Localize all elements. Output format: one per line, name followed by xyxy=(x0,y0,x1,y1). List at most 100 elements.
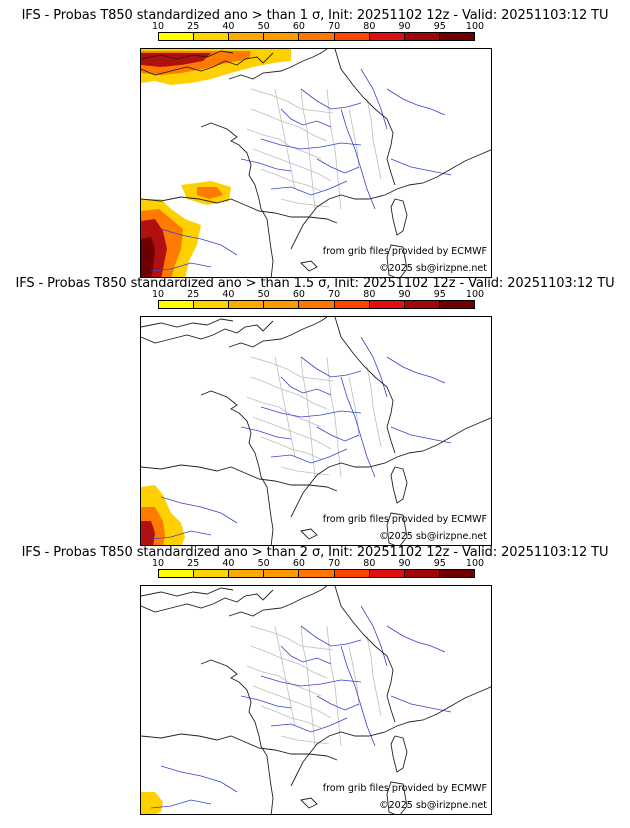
map-frame: from grib files provided by ECMWF ©2025 … xyxy=(140,585,492,815)
probability-area xyxy=(141,53,211,67)
colorbar-tick-label: 100 xyxy=(465,289,485,300)
colorbar-tick-label: 10 xyxy=(151,289,165,300)
colorbar-tick-label: 95 xyxy=(433,21,446,32)
coastline xyxy=(200,122,274,277)
admin-boundary xyxy=(252,685,332,719)
coastline xyxy=(141,464,260,480)
colorbar-tick-label: 40 xyxy=(222,21,235,32)
admin-boundary xyxy=(366,98,382,180)
copyright-credit: ©2025 sb@irizpne.net xyxy=(379,263,487,274)
river xyxy=(316,695,360,711)
admin-boundary xyxy=(366,366,382,448)
colorbar-swatch xyxy=(439,301,474,308)
probability-area xyxy=(141,237,155,277)
colorbar-tick-label: 80 xyxy=(363,21,376,32)
map-panel-2: IFS - Probas T850 standardized ano > tha… xyxy=(0,276,630,552)
colorbar-swatch xyxy=(299,301,335,308)
colorbar-tick-label: 70 xyxy=(328,558,341,569)
admin-boundary xyxy=(252,416,332,450)
river xyxy=(386,625,446,653)
river xyxy=(260,138,362,150)
island-outline xyxy=(386,512,408,545)
river xyxy=(270,717,348,733)
coastline xyxy=(290,686,491,787)
admin-boundary xyxy=(326,88,342,210)
colorbar-swatch xyxy=(369,570,405,577)
river xyxy=(160,228,238,256)
river xyxy=(386,356,446,384)
colorbar-swatch xyxy=(194,33,230,40)
river xyxy=(260,406,362,418)
coastline xyxy=(228,317,328,348)
coastline xyxy=(141,52,274,76)
island-outline xyxy=(386,781,408,814)
river xyxy=(160,765,238,793)
colorbar-tick-label: 100 xyxy=(465,21,485,32)
colorbar-tick-label: 25 xyxy=(187,558,200,569)
river xyxy=(360,68,388,130)
colorbar-tick-label: 90 xyxy=(398,558,411,569)
colorbar-tick-label: 10 xyxy=(151,21,165,32)
island-outline xyxy=(390,466,408,504)
island-outline xyxy=(300,528,318,540)
admin-boundary xyxy=(260,436,322,460)
coastline xyxy=(290,417,491,518)
colorbar-swatch xyxy=(229,570,265,577)
colorbar-tick-label: 50 xyxy=(257,21,270,32)
river xyxy=(360,336,388,398)
probability-area xyxy=(141,792,163,814)
map-svg xyxy=(141,317,491,545)
coastline xyxy=(258,747,338,761)
colorbar-swatch xyxy=(194,301,230,308)
coastline xyxy=(290,149,491,250)
admin-boundary xyxy=(250,625,334,651)
colorbar-tick-label: 10 xyxy=(151,558,165,569)
map-frame: from grib files provided by ECMWF ©2025 … xyxy=(140,316,492,546)
coastline xyxy=(200,390,274,545)
admin-boundary xyxy=(250,88,334,114)
coastline xyxy=(141,318,234,328)
river xyxy=(280,376,332,396)
admin-boundary xyxy=(250,376,328,410)
colorbar-swatch xyxy=(264,301,300,308)
river xyxy=(280,645,332,665)
river xyxy=(316,426,360,442)
river xyxy=(150,530,212,540)
river xyxy=(270,180,348,196)
coastline xyxy=(141,50,234,60)
admin-boundary xyxy=(348,645,360,707)
admin-boundary xyxy=(348,376,360,438)
river xyxy=(280,108,332,128)
river xyxy=(316,158,360,174)
colorbar-tick-label: 60 xyxy=(292,289,305,300)
coastline xyxy=(334,586,396,723)
admin-boundary xyxy=(326,356,342,478)
admin-boundary xyxy=(250,645,328,679)
colorbar-swatch xyxy=(159,570,195,577)
colorbar-swatch xyxy=(369,33,405,40)
panel-title: IFS - Probas T850 standardized ano > tha… xyxy=(21,545,609,560)
coastline xyxy=(200,659,274,814)
admin-boundary xyxy=(300,625,316,747)
colorbar xyxy=(158,300,475,309)
probability-area xyxy=(197,187,223,199)
colorbar-tick-label: 90 xyxy=(398,289,411,300)
admin-boundary xyxy=(300,356,316,478)
colorbar-swatch xyxy=(299,570,335,577)
source-credit: from grib files provided by ECMWF xyxy=(322,783,487,794)
colorbar-tick-label: 80 xyxy=(363,558,376,569)
coastline xyxy=(228,49,328,80)
colorbar-swatch xyxy=(229,301,265,308)
admin-boundary xyxy=(252,148,332,182)
colorbar-tick-label: 60 xyxy=(292,21,305,32)
river xyxy=(260,675,362,687)
admin-boundary xyxy=(366,635,382,717)
coastline xyxy=(258,210,338,224)
colorbar-swatch xyxy=(264,33,300,40)
colorbar-tick-label: 100 xyxy=(465,558,485,569)
admin-boundary xyxy=(250,108,328,142)
admin-boundary xyxy=(260,168,322,192)
river xyxy=(300,88,362,110)
coastline xyxy=(334,49,396,186)
copyright-credit: ©2025 sb@irizpne.net xyxy=(379,531,487,542)
